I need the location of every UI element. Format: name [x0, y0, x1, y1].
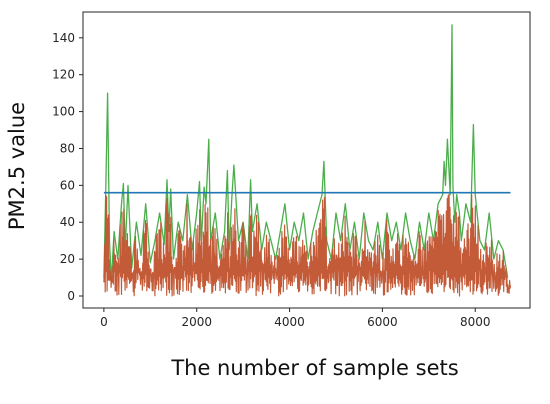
y-axis-title: PM2.5 value — [5, 102, 29, 230]
x-axis-title: The number of sample sets — [170, 356, 458, 380]
y-tick-label: 100 — [52, 105, 75, 119]
y-tick-label: 140 — [52, 31, 75, 45]
series-clipped-line — [103, 193, 512, 297]
y-tick-label: 0 — [67, 289, 75, 303]
plot-frame — [82, 11, 531, 309]
x-tick-label: 8000 — [460, 315, 491, 329]
x-tick-label: 4000 — [274, 315, 305, 329]
y-tick-label: 40 — [60, 215, 75, 229]
y-tick-label: 120 — [52, 68, 75, 82]
x-tick-label: 6000 — [367, 315, 398, 329]
y-tick-label: 60 — [60, 178, 75, 192]
plot-area: 0 2000 4000 6000 8000 0 20 40 60 80 100 120 140 — [52, 11, 531, 329]
y-tick-label: 20 — [60, 252, 75, 266]
y-tick-label: 80 — [60, 141, 75, 155]
series-actual-line — [103, 24, 509, 282]
x-tick-label: 0 — [100, 315, 108, 329]
x-tick-label: 2000 — [181, 315, 212, 329]
